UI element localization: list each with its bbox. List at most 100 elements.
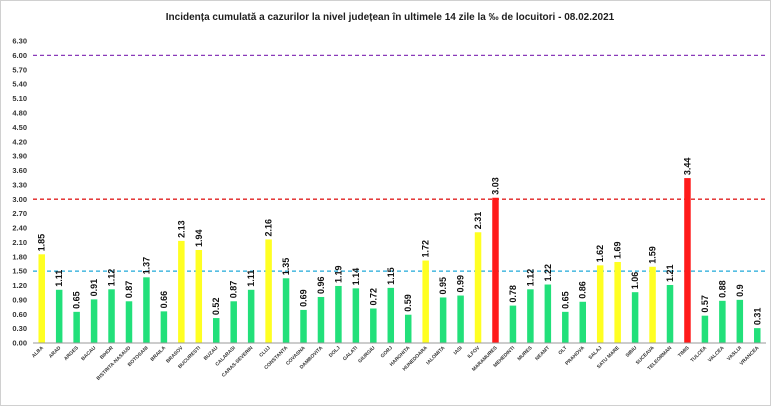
y-tick-label: 1.80 <box>12 252 27 261</box>
data-label: 1.22 <box>543 264 553 282</box>
y-tick-label: 3.90 <box>12 152 27 161</box>
data-label: 0.9 <box>735 284 745 297</box>
y-tick-label: 1.20 <box>12 281 27 290</box>
data-label: 0.99 <box>456 275 466 293</box>
data-label: 1.19 <box>333 265 343 283</box>
x-tick-label: IASI <box>453 345 465 357</box>
y-tick-label: 1.50 <box>12 267 27 276</box>
y-tick-label: 3.00 <box>12 195 27 204</box>
y-tick-label: 2.40 <box>12 224 27 233</box>
bar <box>579 301 586 343</box>
bar <box>265 239 272 343</box>
bar <box>335 285 342 343</box>
bar <box>684 178 691 343</box>
data-label: 1.12 <box>525 269 535 287</box>
bar <box>404 314 412 343</box>
bar <box>509 305 517 343</box>
data-label: 0.86 <box>578 281 588 299</box>
y-tick-label: 6.30 <box>12 37 27 46</box>
x-tick-label: OLT <box>557 345 568 356</box>
y-tick-label: 0.30 <box>12 324 27 333</box>
bar <box>422 260 429 343</box>
y-axis: 0.00 0.30 0.60 0.90 1.20 1.50 1.80 2.10 2.40 2.70… <box>12 37 27 348</box>
data-label: 1.06 <box>630 272 640 290</box>
data-label: 0.87 <box>229 281 239 299</box>
y-tick-label: 5.70 <box>12 65 27 74</box>
bar <box>736 299 744 343</box>
bar <box>701 315 709 343</box>
bar <box>73 311 80 343</box>
bar <box>247 289 255 343</box>
bar <box>213 318 220 343</box>
data-label: 1.85 <box>37 234 47 252</box>
data-label: 0.57 <box>700 295 710 313</box>
bar <box>55 289 63 343</box>
threshold-lines <box>33 54 766 272</box>
y-tick-label: 0.60 <box>12 310 27 319</box>
data-label: 0.72 <box>368 288 378 306</box>
data-label: 0.95 <box>438 277 448 295</box>
data-label: 0.87 <box>124 281 134 299</box>
data-label: 0.66 <box>159 291 169 309</box>
bar <box>143 277 150 343</box>
bar <box>719 300 726 343</box>
y-tick-label: 0.00 <box>12 339 27 348</box>
data-label: 1.35 <box>281 258 291 276</box>
data-label: 0.78 <box>508 285 518 303</box>
bar <box>754 328 761 343</box>
bar <box>631 292 639 343</box>
bar <box>387 287 395 343</box>
data-label: 1.69 <box>613 241 623 259</box>
data-label: 2.31 <box>473 212 483 230</box>
data-label: 2.16 <box>264 219 274 237</box>
bar <box>474 232 482 343</box>
bar <box>38 254 45 343</box>
y-tick-label: 3.60 <box>12 166 27 175</box>
bar <box>317 296 325 343</box>
data-label: 0.88 <box>717 280 727 298</box>
data-label: 0.91 <box>89 279 99 297</box>
chart-title: Incidența cumulată a cazurilor la nivel … <box>166 12 615 23</box>
data-label: 0.69 <box>299 289 309 307</box>
data-label: 1.12 <box>107 269 117 287</box>
bar <box>614 261 621 343</box>
data-label: 0.96 <box>316 276 326 294</box>
data-label: 0.31 <box>752 308 762 326</box>
bar <box>125 301 133 343</box>
data-label: 1.59 <box>648 246 658 264</box>
y-tick-label: 0.90 <box>12 295 27 304</box>
data-label: 1.37 <box>141 257 151 275</box>
data-label: 1.72 <box>421 240 431 258</box>
data-label: 1.11 <box>246 270 256 287</box>
bar <box>649 266 656 343</box>
bar <box>230 301 237 343</box>
bar <box>457 295 464 343</box>
bar <box>300 309 307 343</box>
y-tick-label: 2.10 <box>12 238 27 247</box>
data-labels: 1.85 1.11 0.65 0.91 1.12 0.87 1.37 0.66 2.13 1.94… <box>37 158 763 326</box>
bar <box>439 297 447 343</box>
bar <box>666 284 674 343</box>
bar <box>596 265 604 343</box>
data-label: 1.11 <box>54 270 64 287</box>
bar <box>527 289 534 343</box>
data-label: 0.59 <box>403 294 413 312</box>
y-tick-label: 5.10 <box>12 94 27 103</box>
bar <box>160 311 168 343</box>
bar <box>352 288 360 343</box>
data-label: 0.52 <box>211 298 221 316</box>
bar <box>108 289 115 343</box>
data-label: 1.62 <box>595 245 605 263</box>
bar <box>562 311 569 343</box>
data-label: 0.65 <box>560 291 570 309</box>
y-tick-label: 3.30 <box>12 180 27 189</box>
y-tick-label: 5.40 <box>12 80 27 89</box>
data-label: 1.15 <box>386 267 396 285</box>
data-label: 2.13 <box>176 220 186 238</box>
data-label: 1.14 <box>351 268 361 286</box>
y-tick-label: 2.70 <box>12 209 27 218</box>
bar <box>195 250 203 343</box>
y-tick-label: 4.80 <box>12 109 27 118</box>
